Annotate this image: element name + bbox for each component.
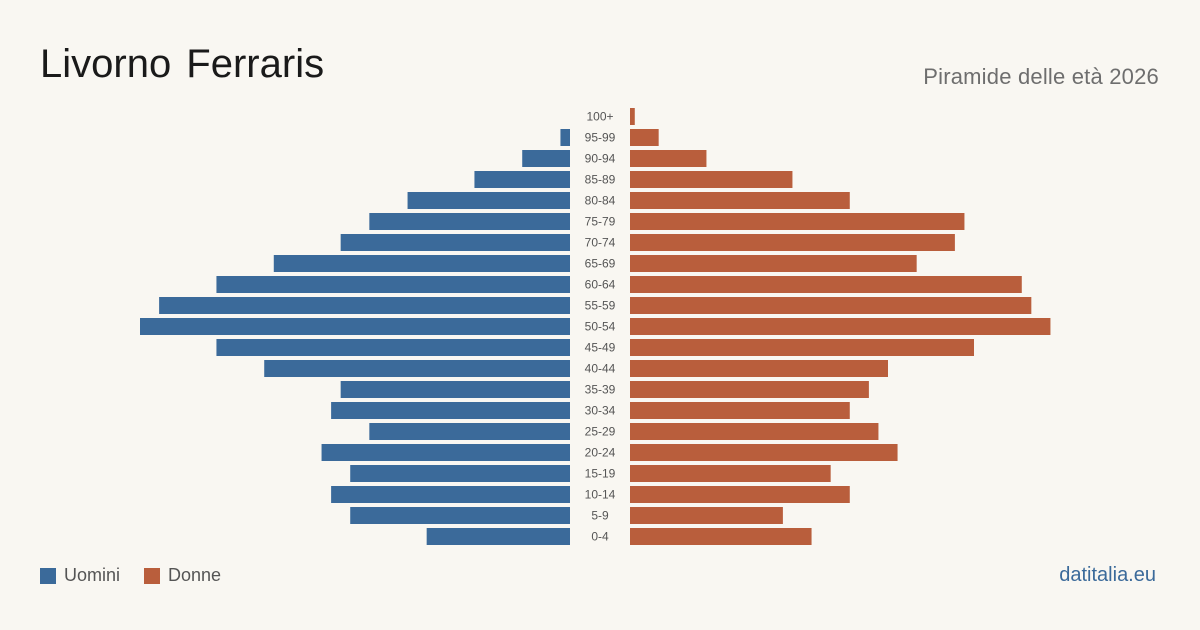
age-label-50-54: 50-54 [585, 320, 616, 334]
legend-item-men: Uomini [40, 565, 120, 586]
bar-men-85-89 [474, 171, 570, 188]
legend-item-women: Donne [144, 565, 221, 586]
bar-men-5-9 [350, 507, 570, 524]
age-label-25-29: 25-29 [585, 425, 616, 439]
age-label-10-14: 10-14 [585, 488, 616, 502]
bar-women-85-89 [630, 171, 793, 188]
bar-women-35-39 [630, 381, 869, 398]
bar-women-45-49 [630, 339, 974, 356]
age-label-5-9: 5-9 [591, 509, 609, 523]
chart-title: Livorno Ferraris [40, 42, 325, 86]
bar-men-20-24 [321, 444, 570, 461]
bar-women-90-94 [630, 150, 707, 167]
age-label-70-74: 70-74 [585, 236, 616, 250]
brand-link[interactable]: datitalia.eu [1059, 564, 1156, 586]
bar-men-60-64 [216, 276, 570, 293]
bar-women-100+ [630, 108, 635, 125]
bar-men-65-69 [273, 255, 570, 272]
age-label-85-89: 85-89 [585, 173, 616, 187]
bar-men-70-74 [340, 234, 570, 251]
bar-women-95-99 [630, 129, 659, 146]
age-label-60-64: 60-64 [585, 278, 616, 292]
bar-men-55-59 [159, 297, 570, 314]
bar-men-40-44 [264, 360, 570, 377]
age-label-15-19: 15-19 [585, 467, 616, 481]
bar-men-0-4 [426, 528, 570, 545]
bar-women-40-44 [630, 360, 888, 377]
age-label-40-44: 40-44 [585, 362, 616, 376]
bar-men-50-54 [140, 318, 570, 335]
bar-men-15-19 [350, 465, 570, 482]
age-label-20-24: 20-24 [585, 446, 616, 460]
bar-women-0-4 [630, 528, 812, 545]
bar-men-10-14 [331, 486, 570, 503]
bar-women-5-9 [630, 507, 783, 524]
bar-women-25-29 [630, 423, 879, 440]
age-label-100+: 100+ [586, 110, 613, 124]
bar-men-25-29 [369, 423, 570, 440]
bar-men-30-34 [331, 402, 570, 419]
bar-women-15-19 [630, 465, 831, 482]
age-label-90-94: 90-94 [585, 152, 616, 166]
bar-men-95-99 [560, 129, 570, 146]
bar-men-80-84 [407, 192, 570, 209]
legend-label-women: Donne [168, 565, 222, 585]
age-label-45-49: 45-49 [585, 341, 616, 355]
age-label-55-59: 55-59 [585, 299, 616, 313]
bar-men-35-39 [340, 381, 570, 398]
bar-women-55-59 [630, 297, 1032, 314]
bar-women-50-54 [630, 318, 1051, 335]
legend: Uomini Donne [40, 565, 221, 586]
bar-women-70-74 [630, 234, 955, 251]
bar-women-65-69 [630, 255, 917, 272]
age-label-0-4: 0-4 [591, 530, 609, 544]
legend-swatch-men [40, 567, 56, 584]
chart-subtitle: Piramide delle età 2026 [923, 64, 1159, 89]
age-label-95-99: 95-99 [585, 131, 616, 145]
bar-women-80-84 [630, 192, 850, 209]
age-label-80-84: 80-84 [585, 194, 616, 208]
bar-women-20-24 [630, 444, 898, 461]
bar-men-75-79 [369, 213, 570, 230]
bar-women-75-79 [630, 213, 965, 230]
age-label-75-79: 75-79 [585, 215, 616, 229]
age-label-35-39: 35-39 [585, 383, 616, 397]
bar-women-10-14 [630, 486, 850, 503]
age-label-30-34: 30-34 [585, 404, 616, 418]
legend-swatch-women [144, 567, 161, 584]
age-label-65-69: 65-69 [585, 257, 616, 271]
bar-women-60-64 [630, 276, 1022, 293]
bar-men-45-49 [216, 339, 570, 356]
bar-women-30-34 [630, 402, 850, 419]
legend-label-men: Uomini [64, 565, 121, 585]
bar-men-90-94 [522, 150, 570, 167]
